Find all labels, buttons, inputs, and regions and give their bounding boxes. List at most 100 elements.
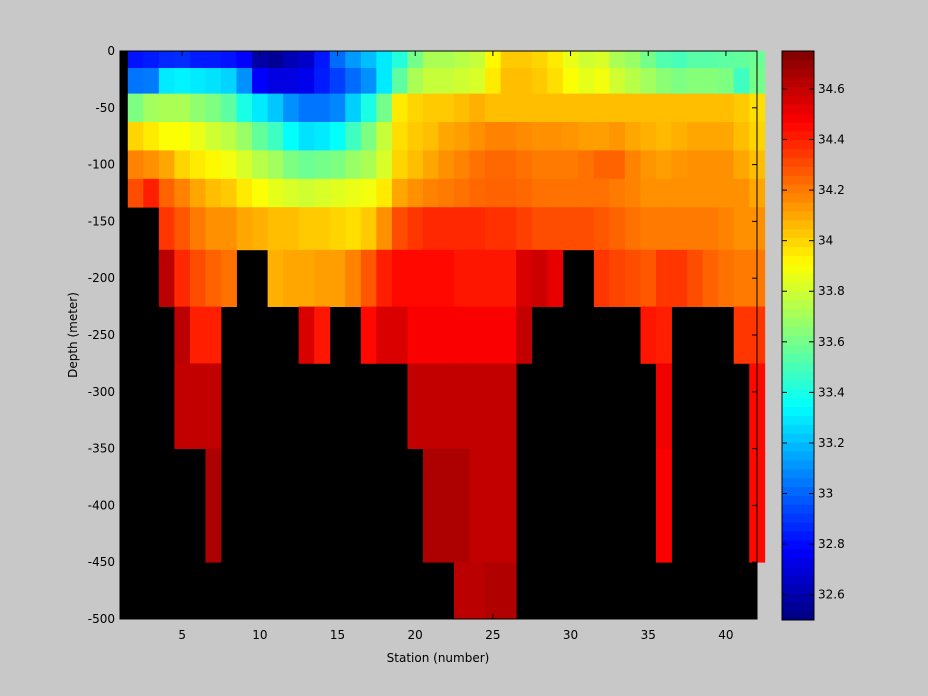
heatmap-cell [656, 363, 672, 449]
heatmap-cell [376, 122, 393, 151]
heatmap-cell [702, 51, 719, 69]
heatmap-cell [454, 93, 470, 123]
heatmap-cell [345, 249, 362, 307]
heatmap-cell [485, 448, 502, 563]
heatmap-cell [656, 448, 672, 563]
colorbar-segment [782, 299, 814, 310]
heatmap-cell [298, 51, 315, 69]
heatmap-cell [500, 150, 517, 180]
heatmap-cell [298, 207, 315, 251]
colorbar-segment [782, 139, 814, 150]
heatmap-cell [671, 93, 688, 123]
heatmap-cell [516, 150, 533, 180]
heatmap-cell [531, 249, 548, 307]
heatmap-cell [702, 150, 719, 180]
colorbar-segment [782, 468, 814, 479]
colorbar-segment [782, 77, 814, 87]
heatmap-cell [485, 562, 502, 620]
heatmap-cell [407, 178, 424, 208]
heatmap-cell [485, 122, 502, 151]
heatmap-cell [220, 68, 237, 94]
heatmap-cell [220, 207, 237, 251]
x-tick-label: 20 [408, 628, 423, 642]
heatmap-cell [360, 122, 377, 151]
heatmap-cell [143, 51, 160, 69]
heatmap-cell [360, 207, 377, 251]
heatmap-cell [469, 93, 486, 123]
heatmap-cell [158, 207, 175, 251]
heatmap-cell [609, 68, 626, 94]
heatmap-cell [593, 178, 610, 208]
heatmap-cell [314, 207, 331, 251]
heatmap-cell [189, 249, 206, 307]
heatmap-cell [422, 93, 439, 123]
heatmap-cell [391, 150, 408, 180]
heatmap-cell [391, 68, 408, 94]
y-tick-label: -250 [88, 328, 115, 342]
colorbar-segment [782, 522, 814, 532]
colorbar-segment [782, 424, 814, 434]
heatmap-cell [640, 306, 657, 364]
x-axis: 5 10 15 20 25 30 35 40 [178, 51, 734, 642]
heatmap-cell [158, 68, 175, 94]
colorbar-tick-label: 33.4 [818, 385, 845, 399]
colorbar-segment [782, 148, 814, 159]
x-tick-label: 5 [178, 628, 186, 642]
colorbar-segment [782, 335, 814, 345]
heatmap-cell [329, 68, 346, 94]
heatmap-cell [407, 363, 424, 449]
heatmap-cell [469, 363, 486, 449]
heatmap-cell [609, 51, 626, 69]
heatmap-cell [189, 122, 206, 151]
heatmap-cell [189, 306, 206, 364]
heatmap-cell [640, 207, 657, 251]
heatmap-cell [205, 68, 222, 94]
colorbar-segment [782, 175, 814, 185]
heatmap-cell [391, 51, 408, 69]
heatmap-cell [687, 93, 704, 123]
heatmap-cell [624, 178, 641, 208]
heatmap-cell [516, 122, 533, 151]
heatmap-cell [283, 51, 300, 69]
heatmap-cell [656, 51, 672, 69]
heatmap-cell [485, 306, 502, 364]
colorbar-segment [782, 477, 814, 488]
heatmap-cell [640, 150, 657, 180]
heatmap-cell [189, 51, 206, 69]
heatmap-cell [687, 207, 704, 251]
colorbar [782, 51, 814, 621]
heatmap-cell [516, 178, 533, 208]
heatmap-cell [376, 68, 393, 94]
x-tick-label: 30 [563, 628, 578, 642]
heatmap-cell [454, 448, 470, 563]
heatmap-cell [438, 178, 455, 208]
heatmap-cell [422, 306, 439, 364]
heatmap-cell [500, 68, 517, 94]
heatmap-cell [205, 306, 222, 364]
heatmap-cell [733, 178, 750, 208]
colorbar-segment [782, 415, 814, 425]
heatmap-cell [391, 249, 408, 307]
x-axis-label: Station (number) [387, 651, 490, 665]
heatmap-cell [702, 207, 719, 251]
heatmap-cell [609, 122, 626, 151]
heatmap-cell [547, 207, 564, 251]
colorbar-ticks: 32.6 32.8 33 33.2 33.4 33.6 33.8 34 34.2 34.4 34.6 [782, 82, 845, 602]
colorbar-segment [782, 495, 814, 505]
heatmap-cell [516, 93, 533, 123]
heatmap-cell [531, 150, 548, 180]
heatmap-cell [283, 150, 300, 180]
heatmap-cell [422, 68, 439, 94]
heatmap-cell [485, 178, 502, 208]
heatmap-cell [547, 68, 564, 94]
heatmap-cell [718, 249, 735, 307]
colorbar-segment [782, 362, 814, 372]
heatmap-cell [174, 207, 191, 251]
heatmap-cell [500, 93, 517, 123]
y-axis-label: Depth (meter) [66, 292, 80, 378]
heatmap-cell [454, 306, 470, 364]
heatmap-cell [314, 93, 331, 123]
heatmap-cell [252, 178, 268, 208]
heatmap-cell [454, 68, 470, 94]
colorbar-segment [782, 388, 814, 399]
